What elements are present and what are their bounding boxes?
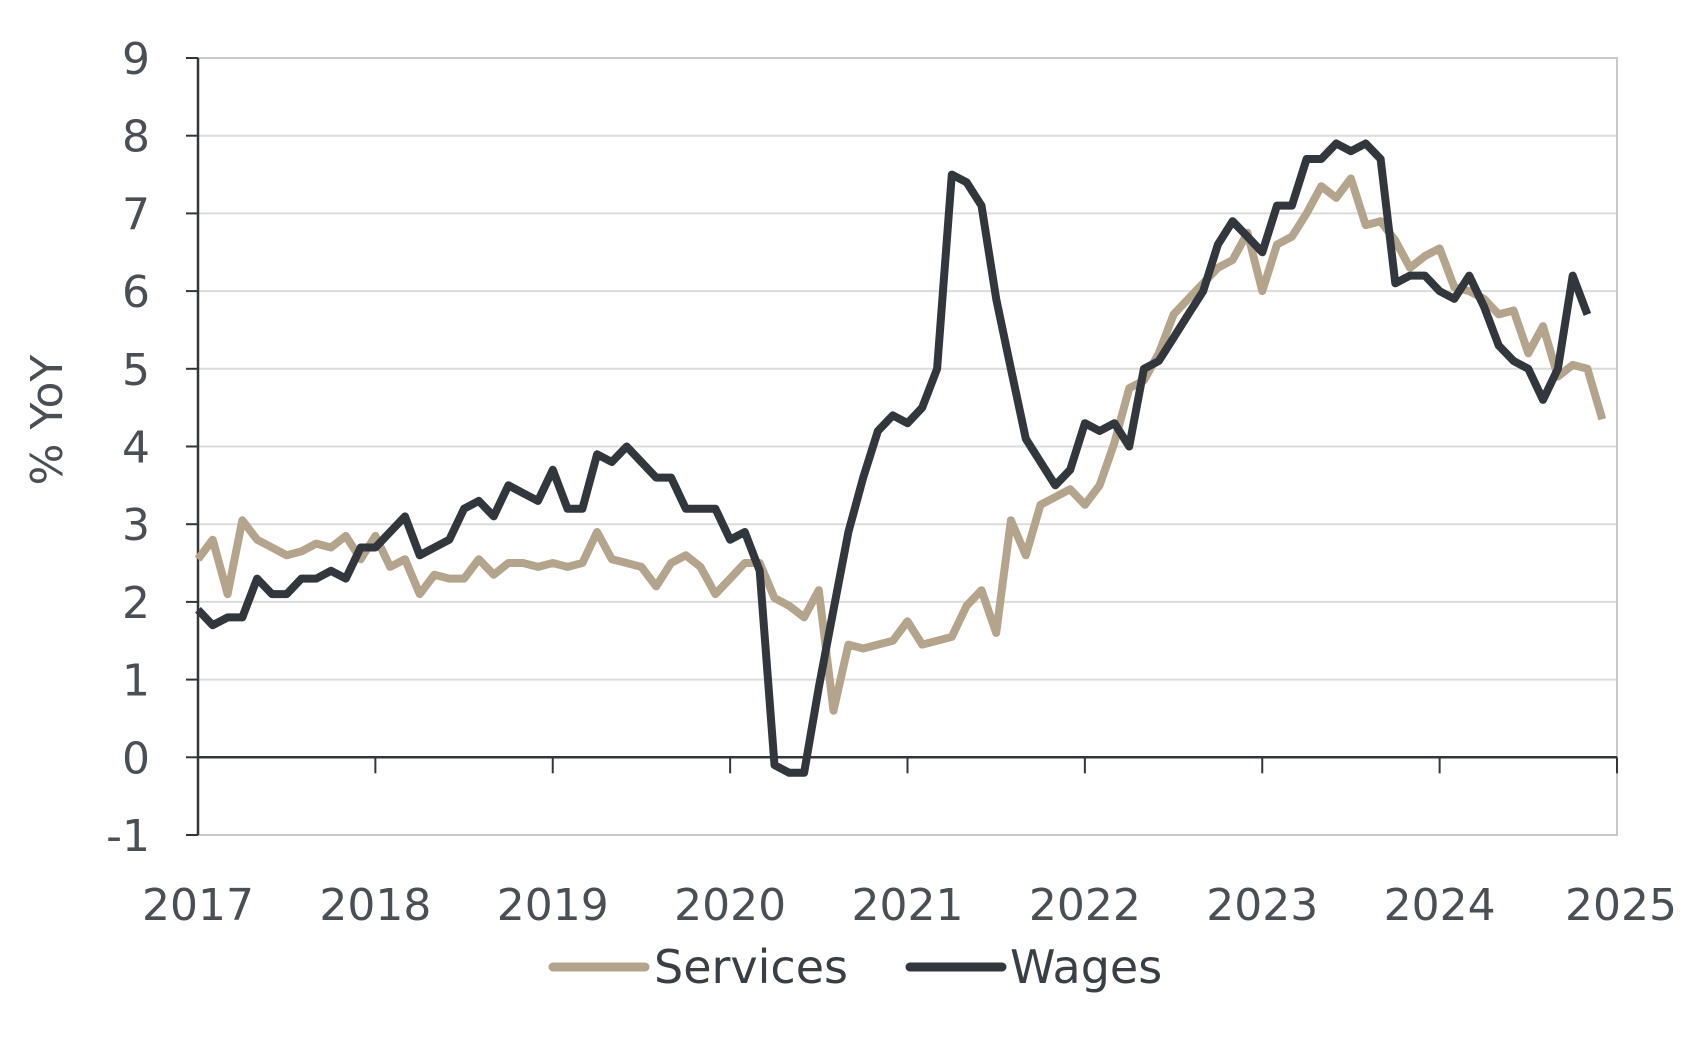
y-tick-label: 3 [122, 500, 150, 551]
x-tick-label: 2019 [497, 880, 609, 931]
x-tick-label: 2021 [852, 880, 964, 931]
x-tick-label: 2017 [142, 880, 254, 931]
gridlines [198, 57, 1617, 836]
legend-label: Services [654, 940, 848, 994]
legend-item-wages: Wages [905, 940, 1162, 994]
y-tick-label: 1 [122, 656, 150, 707]
y-axis-title: % YoY [22, 355, 73, 486]
series-line-services [194, 174, 1607, 715]
y-tick-label: 0 [122, 733, 150, 784]
x-tick-label: 2020 [674, 880, 786, 931]
x-tick-label: 2022 [1029, 880, 1141, 931]
series-line-wages [195, 139, 1592, 777]
y-tick-label: -1 [106, 811, 150, 862]
x-tick-label: 2024 [1384, 880, 1496, 931]
y-tick-label: 5 [122, 345, 150, 396]
y-tick-label: 7 [122, 189, 150, 240]
x-tick-label: 2025 [1565, 880, 1677, 931]
y-tick-label: 4 [122, 423, 150, 474]
y-tick-label: 2 [122, 578, 150, 629]
legend-label: Wages [1010, 940, 1162, 994]
tick-labels: -1 0 1 2 3 4 5 6 7 8 9 2017 2018 2019 2020 2021 2022 2023… [106, 34, 1677, 931]
axes [186, 57, 1618, 836]
y-tick-label: 8 [122, 112, 150, 163]
legend-item-services: Services [548, 940, 848, 994]
series-layer [194, 139, 1607, 777]
x-tick-label: 2023 [1206, 880, 1318, 931]
y-tick-label: 6 [122, 267, 150, 318]
y-tick-label: 9 [122, 34, 150, 85]
legend: Services Wages [548, 940, 1162, 994]
x-tick-label: 2018 [319, 880, 431, 931]
